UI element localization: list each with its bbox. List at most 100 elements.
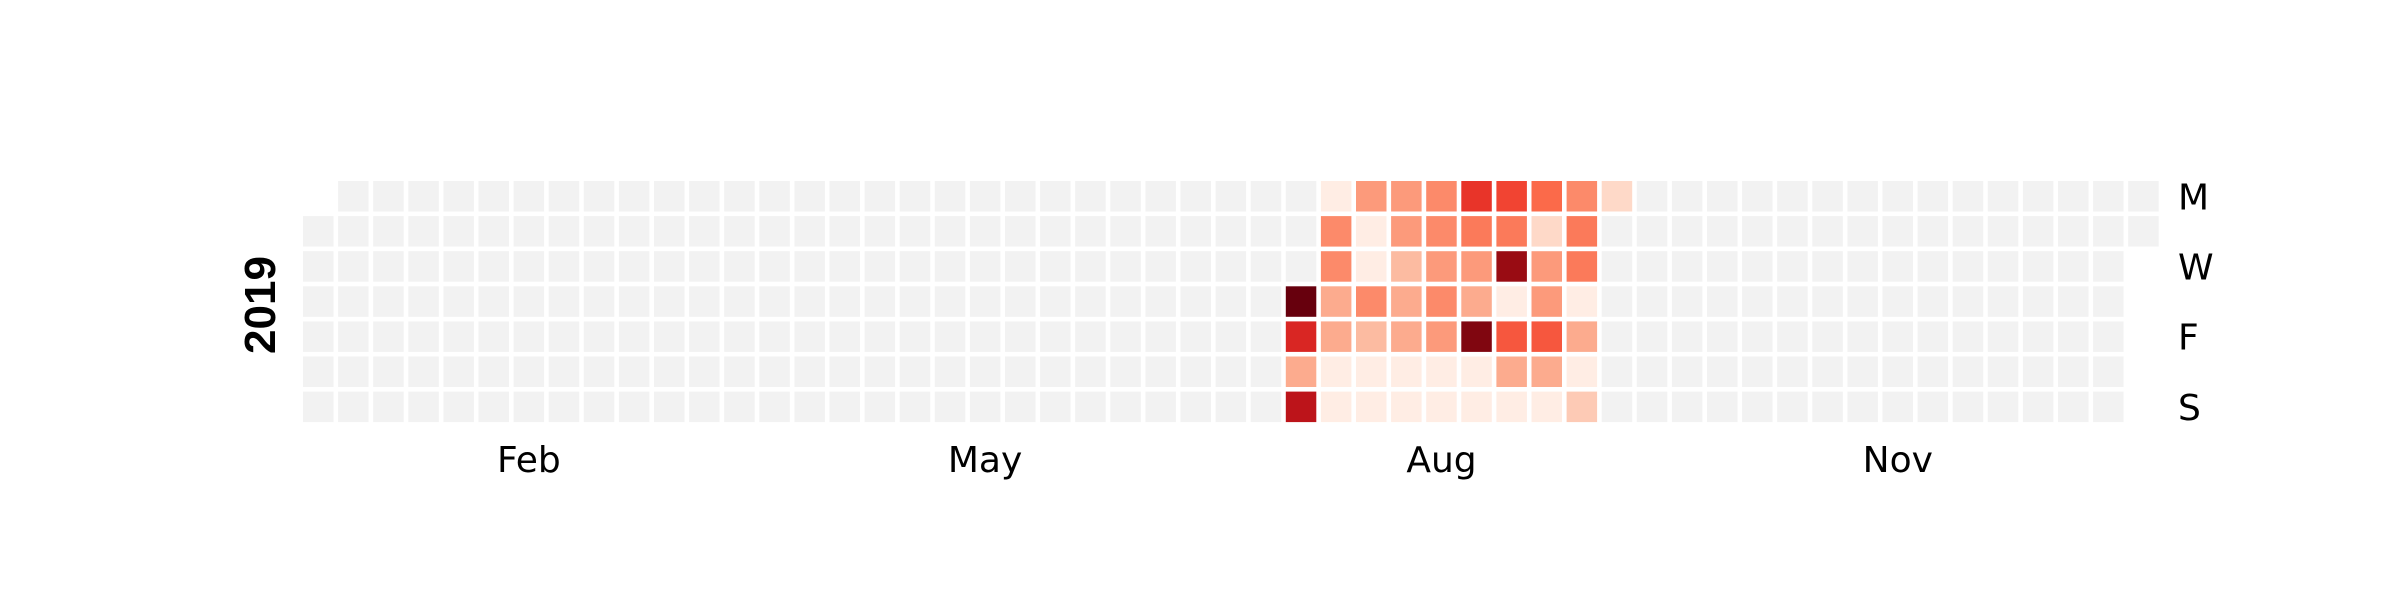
heatmap-cell — [1356, 216, 1387, 247]
heatmap-cell — [724, 251, 755, 282]
heatmap-cell — [1777, 216, 1808, 247]
heatmap-cell — [2022, 321, 2054, 352]
heatmap-cell — [1952, 356, 1984, 387]
heatmap-cell — [2093, 251, 2124, 282]
heatmap-cell — [583, 356, 615, 387]
heatmap-cell — [829, 251, 860, 282]
heatmap-cell — [1566, 181, 1598, 212]
heatmap-cell — [654, 356, 685, 387]
heatmap-cell — [1110, 391, 1141, 423]
heatmap-cell — [1917, 356, 1949, 387]
heatmap-cell — [1110, 251, 1141, 282]
heatmap-cell — [338, 286, 369, 317]
heatmap-cell — [1145, 181, 1176, 212]
heatmap-cell — [1777, 181, 1808, 212]
heatmap-cell — [1145, 251, 1176, 282]
heatmap-cell — [724, 286, 755, 317]
heatmap-cell — [478, 391, 509, 423]
heatmap-cell — [1601, 391, 1633, 423]
heatmap-cell — [1952, 181, 1984, 212]
heatmap-cell — [2022, 216, 2054, 247]
heatmap-cell — [1531, 391, 1562, 423]
heatmap-cell — [2022, 356, 2054, 387]
heatmap-cell — [618, 251, 650, 282]
heatmap-cell — [2093, 356, 2124, 387]
heatmap-cell — [583, 181, 615, 212]
heatmap-cell — [654, 391, 685, 423]
heatmap-cell — [1917, 251, 1949, 282]
heatmap-cell — [1180, 356, 1211, 387]
heatmap-cell — [1215, 321, 1247, 352]
heatmap-cell — [443, 321, 474, 352]
heatmap-cell — [864, 216, 896, 247]
heatmap-cell — [1952, 321, 1984, 352]
heatmap-cell — [303, 321, 334, 352]
heatmap-cell — [513, 391, 545, 423]
heatmap-cell — [1742, 391, 1773, 423]
heatmap-cell — [724, 321, 755, 352]
heatmap-cell — [1636, 216, 1668, 247]
heatmap-cell — [1320, 286, 1352, 317]
heatmap-cell — [1285, 216, 1317, 247]
heatmap-cell — [1496, 321, 1527, 352]
heatmap-cell — [513, 286, 545, 317]
heatmap-cell — [1040, 181, 1071, 212]
heatmap-cell — [1812, 181, 1843, 212]
heatmap-cell — [969, 216, 1001, 247]
heatmap-cell — [969, 181, 1001, 212]
heatmap-cell — [1812, 321, 1843, 352]
heatmap-cell — [1566, 356, 1598, 387]
year-label: 2019 — [236, 256, 285, 354]
heatmap-cell — [478, 356, 509, 387]
heatmap-cell — [1005, 181, 1036, 212]
heatmap-cell — [1601, 216, 1633, 247]
heatmap-cell — [2058, 356, 2089, 387]
heatmap-cell — [969, 286, 1001, 317]
heatmap-cell — [759, 391, 790, 423]
heatmap-cell — [1987, 216, 2019, 247]
heatmap-cell — [1285, 286, 1317, 317]
heatmap-cell — [1391, 321, 1422, 352]
heatmap-cell — [899, 286, 931, 317]
heatmap-cell — [618, 181, 650, 212]
heatmap-cell — [1320, 251, 1352, 282]
heatmap-cell — [1601, 356, 1633, 387]
heatmap-cell — [689, 216, 720, 247]
heatmap-cell — [1496, 286, 1527, 317]
heatmap-cell — [1636, 356, 1668, 387]
heatmap-cell — [443, 251, 474, 282]
heatmap-cell — [1742, 321, 1773, 352]
heatmap-cells — [303, 181, 2159, 423]
heatmap-cell — [1987, 251, 2019, 282]
heatmap-cell — [1952, 251, 1984, 282]
heatmap-cell — [689, 321, 720, 352]
heatmap-cell — [1426, 181, 1457, 212]
heatmap-cell — [1250, 391, 1282, 423]
heatmap-cell — [864, 321, 896, 352]
heatmap-cell — [934, 216, 966, 247]
heatmap-cell — [969, 356, 1001, 387]
heatmap-cell — [548, 286, 580, 317]
heatmap-cell — [1145, 216, 1176, 247]
heatmap-cell — [1005, 391, 1036, 423]
heatmap-cell — [1110, 181, 1141, 212]
month-tick-feb: Feb — [497, 440, 561, 481]
heatmap-cell — [1952, 391, 1984, 423]
heatmap-cell — [303, 251, 334, 282]
heatmap-cell — [1110, 321, 1141, 352]
heatmap-cell — [1882, 251, 1913, 282]
heatmap-cell — [1917, 216, 1949, 247]
heatmap-cell — [1917, 391, 1949, 423]
heatmap-cell — [1320, 216, 1352, 247]
heatmap-cell — [864, 391, 896, 423]
heatmap-cell — [583, 251, 615, 282]
heatmap-cell — [478, 181, 509, 212]
heatmap-cell — [408, 286, 439, 317]
heatmap-cell — [1707, 216, 1738, 247]
heatmap-cell — [338, 251, 369, 282]
heatmap-cell — [1426, 391, 1457, 423]
heatmap-cell — [1847, 391, 1878, 423]
heatmap-cell — [1250, 286, 1282, 317]
heatmap-cell — [829, 356, 860, 387]
